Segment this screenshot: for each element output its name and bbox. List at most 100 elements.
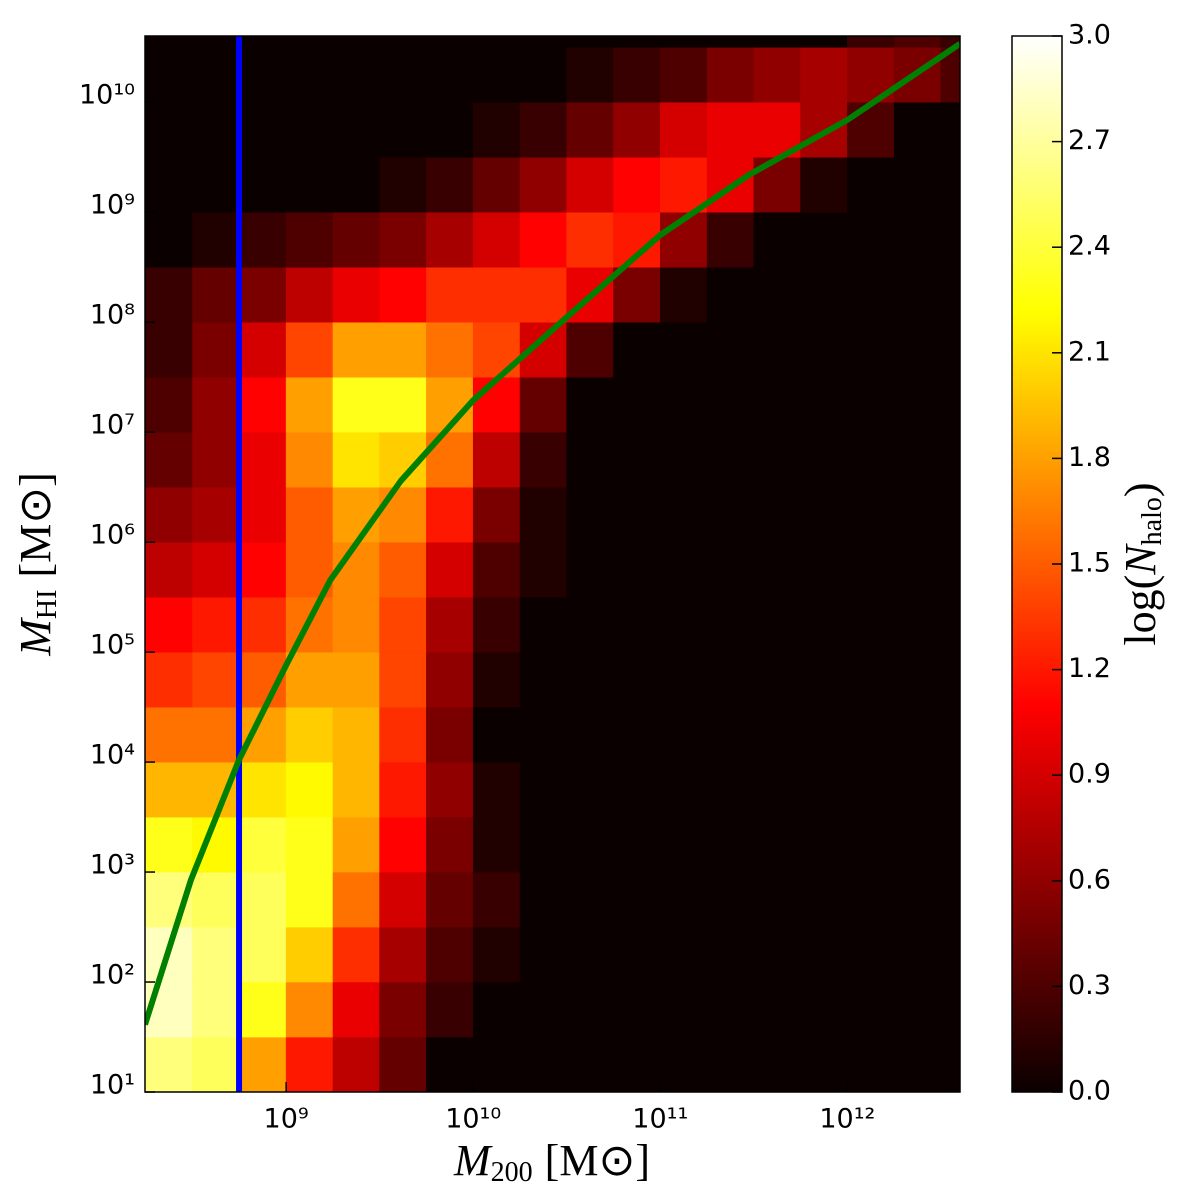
hexbin-cell [800, 46, 848, 103]
hexbin-cell [753, 651, 801, 708]
hexbin-cell [753, 761, 801, 818]
hexbin-cell [566, 46, 614, 103]
hexbin-cell [566, 651, 614, 708]
hexbin-cell [192, 981, 240, 1038]
hexbin-cell [426, 816, 474, 873]
hexbin-cell [659, 1036, 708, 1092]
y-tick-label: 10⁴ [90, 740, 135, 771]
y-tick-label: 10¹ [90, 1070, 135, 1101]
hexbin-cell [800, 541, 848, 598]
hexbin-cell [239, 431, 287, 488]
hexbin-cell [285, 321, 334, 378]
hexbin-cell [566, 596, 614, 653]
hexbin-cell [659, 156, 708, 213]
hexbin-cell [519, 431, 567, 488]
x-tick-label: 10¹⁰ [445, 1104, 501, 1135]
hexbin-cell [192, 871, 240, 928]
hexbin-cell [285, 871, 334, 928]
hexbin-cell [613, 431, 661, 488]
hexbin-cell [472, 926, 521, 983]
hexbin-cell [706, 431, 755, 488]
hexbin-cell [613, 46, 661, 103]
hexbin-cell [192, 376, 240, 433]
hexbin-cell [519, 486, 567, 543]
colorbar-tick-label: 2.7 [1068, 125, 1111, 156]
hexbin-cell [800, 431, 848, 488]
hexbin-cell [800, 321, 848, 378]
hexbin-cell [800, 871, 848, 928]
hexbin-cell [940, 706, 960, 763]
hexbin-cell [940, 871, 960, 928]
hexbin-cell [332, 981, 380, 1038]
hexbin-cell [285, 651, 334, 708]
hexbin-cell [893, 761, 942, 818]
hexbin-cell [239, 486, 287, 543]
hexbin-cell [706, 596, 755, 653]
hexbin-cell [192, 36, 240, 48]
hexbin-cell [706, 376, 755, 433]
hexbin-cell [379, 211, 427, 268]
y-tick-label: 10⁷ [90, 410, 135, 441]
hexbin-cell [566, 101, 614, 158]
overlay [145, 36, 960, 1092]
hexbin-cell [566, 156, 614, 213]
hexbin-cell [800, 376, 848, 433]
hexbin-cell [940, 486, 960, 543]
hexbin-cell [145, 651, 193, 708]
hexbin-cell [893, 101, 942, 158]
hexbin-cell [659, 871, 708, 928]
hexbin-cell [706, 541, 755, 598]
hexbin-cell [847, 431, 895, 488]
x-label-symbol: M [453, 1136, 493, 1185]
hexbin-cell [613, 486, 661, 543]
hexbin-cell [379, 816, 427, 873]
hexbin-cell [472, 46, 521, 103]
colorbar [1011, 35, 1063, 1093]
hexbin-cell [566, 816, 614, 873]
hexbin-cell [472, 431, 521, 488]
y-tick-label: 10⁸ [90, 300, 135, 331]
hexbin-cell [145, 321, 193, 378]
hexbin-cell [659, 376, 708, 433]
hexbin-cell [285, 486, 334, 543]
hexbin-cell [145, 36, 193, 48]
x-label-subscript: 200 [491, 1157, 533, 1188]
hexbin-cell [940, 981, 960, 1038]
hexbin-cell [332, 1036, 380, 1092]
hexbin-cell [800, 926, 848, 983]
hexbin-cell [753, 596, 801, 653]
hexbin-cell [426, 486, 474, 543]
hexbin-cell [145, 486, 193, 543]
hexbin-cell [519, 926, 567, 983]
hexbin-cell [893, 211, 942, 268]
hexbin-cell [940, 266, 960, 323]
hexbin-cell [566, 321, 614, 378]
hexbin-cell [613, 321, 661, 378]
hexbin-cell [332, 596, 380, 653]
hexbin-cell [239, 211, 287, 268]
hexbin-cell [426, 596, 474, 653]
hexbin-cell [239, 36, 287, 48]
hexbin-cell [519, 1036, 567, 1092]
hexbin-cell [847, 1036, 895, 1092]
hexbin-cell [519, 211, 567, 268]
hexbin-cell [145, 156, 193, 213]
hexbin-cell [285, 376, 334, 433]
hexbin-cell [706, 981, 755, 1038]
hexbin-cell [192, 101, 240, 158]
hexbin-cell [519, 101, 567, 158]
x-label-unit: [M⊙] [545, 1136, 650, 1185]
hexbin-cell [379, 981, 427, 1038]
hexbin-cell [940, 651, 960, 708]
x-axis-label: M200 [M⊙] [453, 1136, 650, 1188]
hexbin-cell [285, 156, 334, 213]
hexbin-cell [332, 46, 380, 103]
hexbin-cell [426, 156, 474, 213]
hexbin-cell [613, 596, 661, 653]
hexbin-cell [940, 816, 960, 873]
hexbin-cell [192, 926, 240, 983]
hexbin-cell [893, 376, 942, 433]
hexbin-cell [613, 706, 661, 763]
hexbin-cell [893, 541, 942, 598]
